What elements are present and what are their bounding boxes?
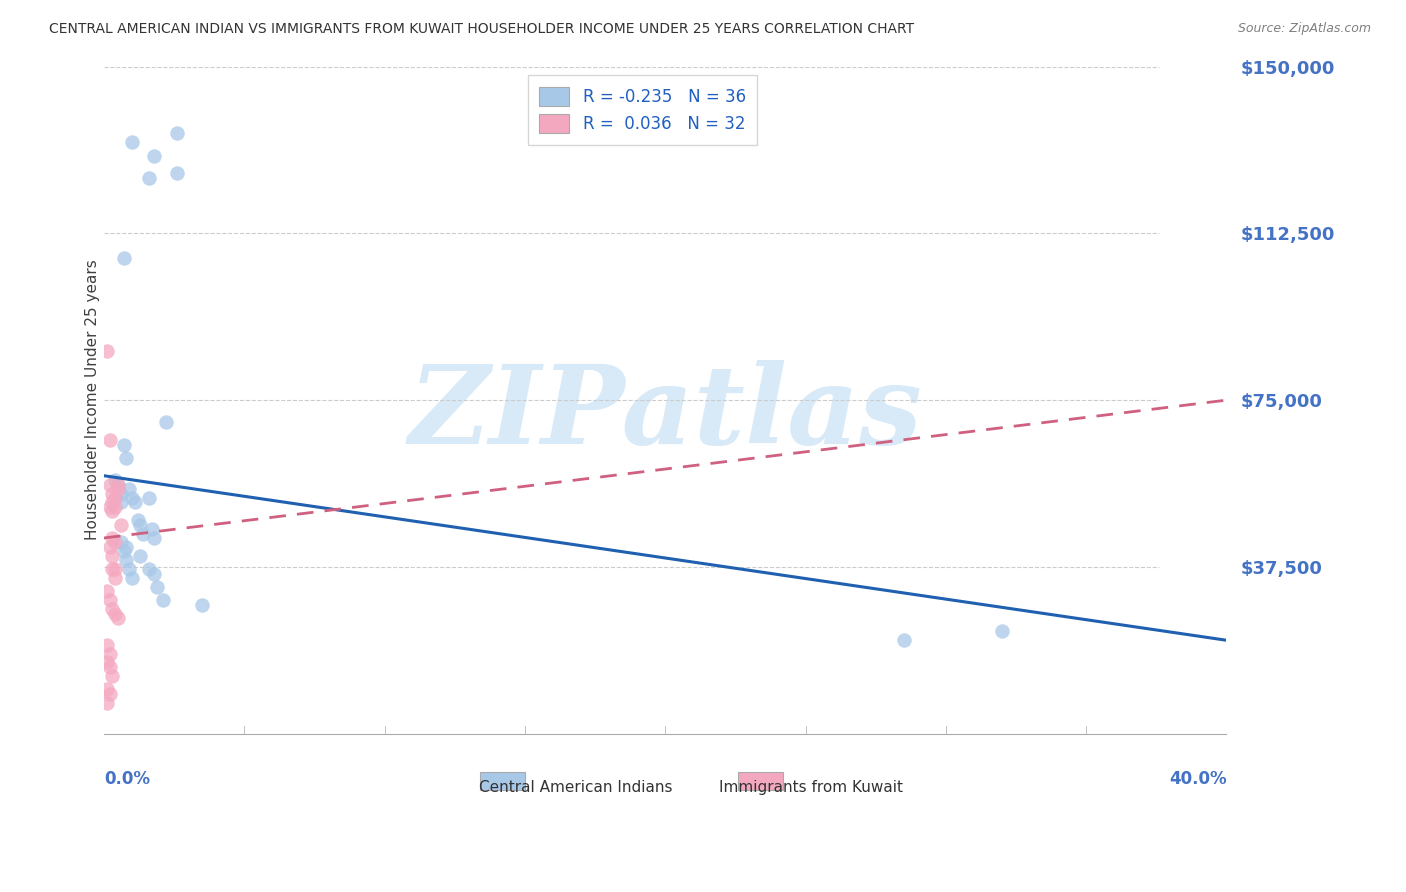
Point — [101, 669, 124, 683]
Text: CENTRAL AMERICAN INDIAN VS IMMIGRANTS FROM KUWAIT HOUSEHOLDER INCOME UNDER 25 YE: CENTRAL AMERICAN INDIAN VS IMMIGRANTS FR… — [49, 22, 914, 37]
Point — [166, 166, 188, 180]
Point — [143, 148, 166, 162]
Point — [96, 682, 118, 697]
Point — [155, 415, 177, 429]
Point — [129, 517, 152, 532]
Point — [98, 540, 121, 554]
Text: Source: ZipAtlas.com: Source: ZipAtlas.com — [1237, 22, 1371, 36]
Point — [101, 602, 124, 616]
Point — [107, 611, 129, 625]
Point — [124, 495, 146, 509]
Point — [115, 450, 138, 465]
Point — [98, 500, 121, 514]
Point — [127, 513, 149, 527]
Point — [107, 477, 129, 491]
Point — [110, 486, 132, 500]
FancyBboxPatch shape — [479, 772, 524, 790]
Point — [107, 482, 129, 496]
Point — [107, 477, 129, 491]
Point — [101, 549, 124, 563]
Point — [96, 584, 118, 599]
Point — [893, 633, 915, 648]
Point — [104, 491, 127, 505]
Point — [129, 549, 152, 563]
Text: ZIPatlas: ZIPatlas — [408, 359, 922, 467]
Point — [104, 535, 127, 549]
Point — [96, 638, 118, 652]
Point — [98, 660, 121, 674]
Point — [104, 607, 127, 621]
Point — [110, 495, 132, 509]
Point — [121, 491, 143, 505]
Point — [118, 482, 141, 496]
Text: 0.0%: 0.0% — [104, 771, 150, 789]
Point — [101, 495, 124, 509]
Point — [104, 571, 127, 585]
Point — [115, 540, 138, 554]
Point — [98, 687, 121, 701]
Point — [112, 544, 135, 558]
Point — [138, 562, 160, 576]
Point — [141, 522, 163, 536]
Legend: R = -0.235   N = 36, R =  0.036   N = 32: R = -0.235 N = 36, R = 0.036 N = 32 — [527, 75, 758, 145]
Point — [98, 433, 121, 447]
Text: 40.0%: 40.0% — [1168, 771, 1226, 789]
Point — [143, 531, 166, 545]
Point — [104, 500, 127, 514]
Point — [191, 598, 214, 612]
Point — [138, 491, 160, 505]
Point — [101, 504, 124, 518]
Point — [991, 624, 1014, 639]
Point — [118, 562, 141, 576]
Point — [98, 593, 121, 607]
Point — [138, 170, 160, 185]
Point — [96, 656, 118, 670]
Text: Immigrants from Kuwait: Immigrants from Kuwait — [718, 780, 903, 796]
Point — [112, 437, 135, 451]
Point — [96, 344, 118, 359]
Text: Central American Indians: Central American Indians — [478, 780, 672, 796]
Point — [143, 566, 166, 581]
Point — [110, 517, 132, 532]
Point — [121, 135, 143, 149]
FancyBboxPatch shape — [738, 772, 783, 790]
Point — [98, 477, 121, 491]
Point — [101, 562, 124, 576]
Point — [101, 531, 124, 545]
Point — [115, 553, 138, 567]
Point — [110, 535, 132, 549]
Point — [152, 593, 174, 607]
Point — [146, 580, 169, 594]
Point — [101, 486, 124, 500]
Point — [104, 562, 127, 576]
Point — [132, 526, 155, 541]
Point — [104, 473, 127, 487]
Point — [121, 571, 143, 585]
Y-axis label: Householder Income Under 25 years: Householder Income Under 25 years — [86, 260, 100, 541]
Point — [166, 126, 188, 140]
Point — [112, 251, 135, 265]
Point — [98, 647, 121, 661]
Point — [96, 696, 118, 710]
